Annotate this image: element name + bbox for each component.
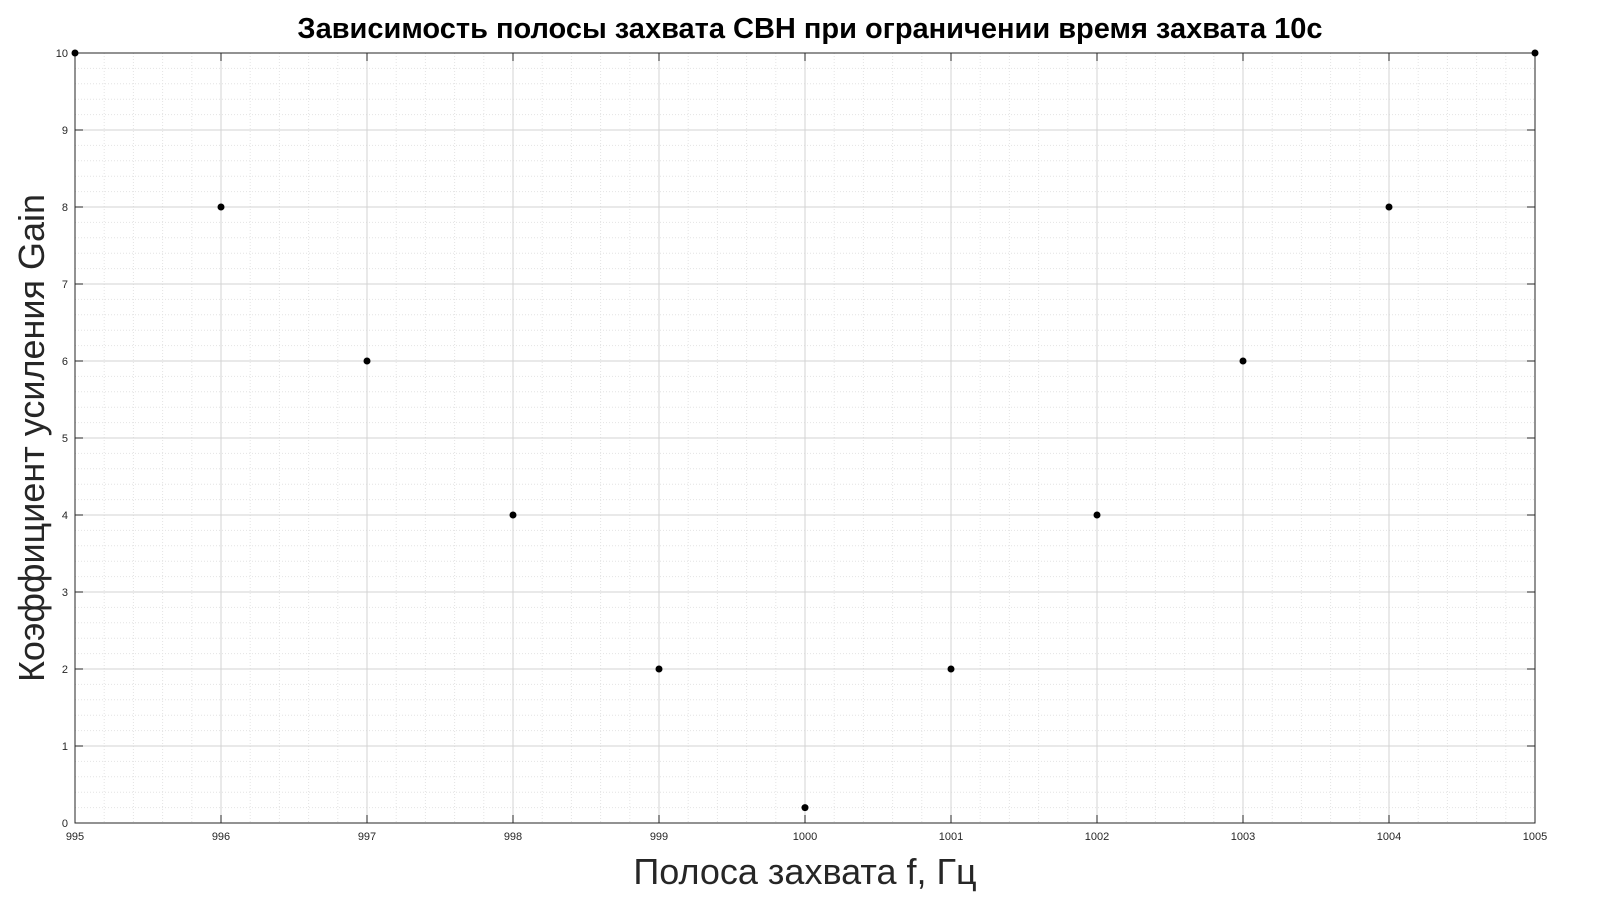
y-tick-label: 4 bbox=[62, 510, 68, 522]
x-tick-label: 1000 bbox=[793, 831, 817, 843]
data-points bbox=[71, 49, 1539, 812]
y-tick-label: 5 bbox=[62, 433, 68, 445]
x-tick-label: 996 bbox=[212, 831, 230, 843]
data-point bbox=[947, 665, 955, 673]
data-point bbox=[1385, 203, 1393, 211]
x-tick-label: 999 bbox=[650, 831, 668, 843]
y-tick-label: 8 bbox=[62, 202, 68, 214]
x-axis-label: Полоса захвата f, Гц bbox=[633, 851, 976, 892]
data-point bbox=[801, 804, 809, 812]
ticks bbox=[74, 52, 1536, 824]
data-point bbox=[71, 49, 79, 57]
x-tick-label: 1004 bbox=[1377, 831, 1401, 843]
x-tick-label: 1002 bbox=[1085, 831, 1109, 843]
major-grid bbox=[74, 52, 1536, 824]
y-tick-label: 6 bbox=[62, 356, 68, 368]
y-axis-label: Коэффициент усиления Gain bbox=[11, 194, 52, 682]
y-tick-label: 9 bbox=[62, 125, 68, 137]
data-point bbox=[655, 665, 663, 673]
y-tick-label: 7 bbox=[62, 279, 68, 291]
data-point bbox=[1239, 357, 1247, 365]
chart-title: Зависимость полосы захвата СВН при огран… bbox=[297, 13, 1322, 45]
y-tick-label: 2 bbox=[62, 664, 68, 676]
y-tick-label: 10 bbox=[56, 48, 68, 60]
y-tick-labels: 0 1 2 3 4 5 6 7 8 9 10 bbox=[56, 48, 68, 830]
data-point bbox=[1093, 511, 1101, 519]
y-tick-label: 1 bbox=[62, 741, 68, 753]
data-point bbox=[1531, 49, 1539, 57]
x-tick-label: 1003 bbox=[1231, 831, 1255, 843]
x-tick-labels: 995 996 997 998 999 1000 1001 1002 1003 1004 1005 bbox=[66, 831, 1547, 843]
x-tick-label: 1001 bbox=[939, 831, 963, 843]
x-tick-label: 997 bbox=[358, 831, 376, 843]
y-tick-label: 3 bbox=[62, 587, 68, 599]
data-point bbox=[509, 511, 517, 519]
x-tick-label: 1005 bbox=[1523, 831, 1547, 843]
x-tick-label: 995 bbox=[66, 831, 84, 843]
y-tick-label: 0 bbox=[62, 818, 68, 830]
data-point bbox=[363, 357, 371, 365]
data-point bbox=[217, 203, 225, 211]
x-tick-label: 998 bbox=[504, 831, 522, 843]
